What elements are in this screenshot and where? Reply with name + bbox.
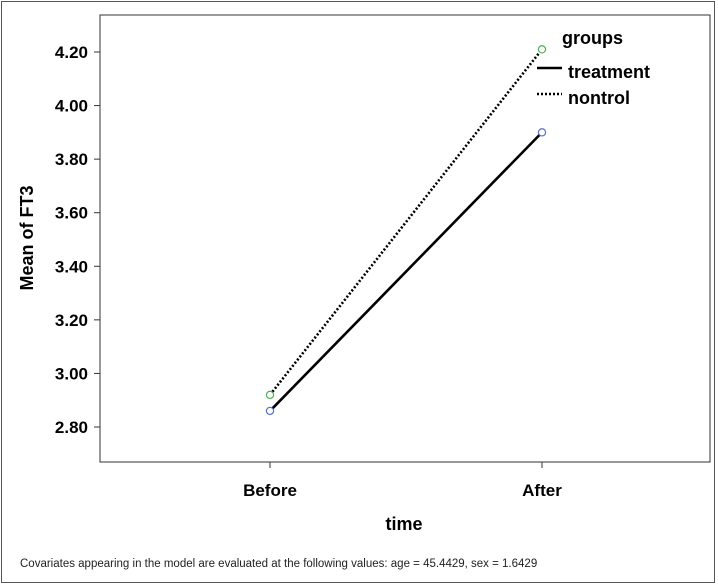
y-tick-label: 4.20 [55,43,88,62]
y-tick-label: 2.80 [55,418,88,437]
y-tick-label: 3.80 [55,150,88,169]
series-line-nontrol [268,48,544,396]
x-axis: Before After [243,462,562,500]
x-axis-title: time [385,514,422,534]
legend-title: groups [562,28,623,48]
y-tick-label: 3.40 [55,257,88,276]
x-tick-label: Before [243,481,297,500]
y-tick-label: 3.20 [55,311,88,330]
data-point-nontrol-after [537,45,547,54]
legend: groups treatment nontrol [537,28,650,108]
data-point-treatment-after [537,128,547,137]
y-tick-label: 3.00 [55,364,88,383]
legend-label-treatment: treatment [568,62,650,82]
y-axis-title: Mean of FT3 [17,185,37,290]
y-tick-label: 3.60 [55,204,88,223]
legend-label-nontrol: nontrol [568,88,630,108]
y-axis: 2.80 3.00 3.20 3.40 3.60 3.80 4.00 4.20 [55,43,100,437]
data-point-nontrol-before [265,390,275,400]
plot-area [99,14,711,463]
series-line-treatment [269,131,543,412]
data-point-treatment-before [265,406,275,416]
y-tick-label: 4.00 [55,97,88,116]
x-tick-label: After [522,481,562,500]
covariates-footnote: Covariates appearing in the model are ev… [20,558,538,570]
series-group [265,45,547,416]
